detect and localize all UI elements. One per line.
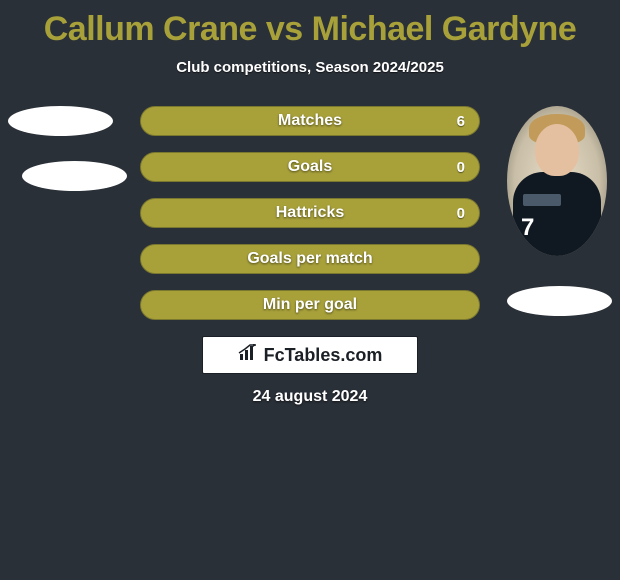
stat-bar: Min per goal [140, 290, 480, 320]
page-title: Callum Crane vs Michael Gardyne [0, 0, 620, 49]
stat-bar-label: Goals [288, 158, 332, 176]
stat-bar-value-right: 0 [457, 205, 465, 222]
stat-bar-label: Min per goal [263, 296, 357, 314]
subtitle: Club competitions, Season 2024/2025 [0, 59, 620, 76]
logo-box: FcTables.com [202, 336, 418, 374]
stat-bar: Goals 0 [140, 152, 480, 182]
comparison-area: 7 Matches 6 Goals 0 Hattricks 0 Goals per matc… [0, 106, 620, 336]
stat-bar-value-right: 6 [457, 113, 465, 130]
stat-bar-label: Goals per match [247, 250, 372, 268]
stat-bar: Goals per match [140, 244, 480, 274]
stat-bar: Matches 6 [140, 106, 480, 136]
stat-bars: Matches 6 Goals 0 Hattricks 0 Goals per match M… [140, 106, 480, 336]
stat-bar-label: Matches [278, 112, 342, 130]
player-right-shirt-number: 7 [521, 214, 534, 242]
date-label: 24 august 2024 [0, 388, 620, 406]
player-left-column [8, 106, 127, 216]
player-right-column: 7 [507, 106, 612, 316]
player-right-avatar: 7 [507, 106, 607, 256]
stat-bar-label: Hattricks [276, 204, 344, 222]
logo-chart-icon [238, 344, 260, 367]
player-left-avatar-placeholder-1 [8, 106, 113, 136]
logo-text: FcTables.com [264, 345, 383, 366]
stat-bar: Hattricks 0 [140, 198, 480, 228]
player-left-avatar-placeholder-2 [22, 161, 127, 191]
stat-bar-value-right: 0 [457, 159, 465, 176]
player-right-avatar-placeholder [507, 286, 612, 316]
